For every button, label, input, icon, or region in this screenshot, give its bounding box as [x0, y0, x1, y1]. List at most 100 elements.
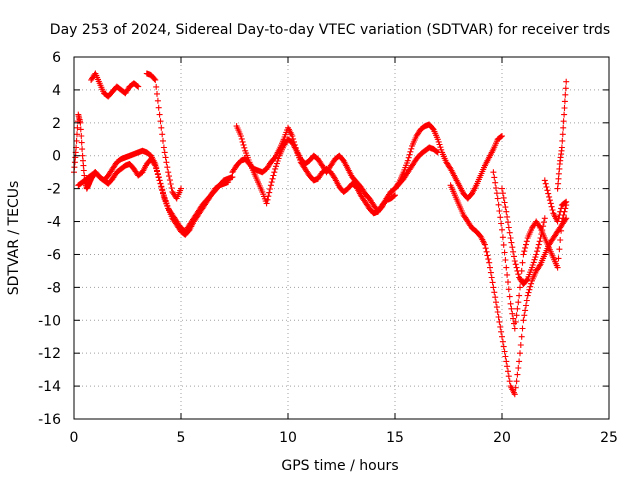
data-point [248, 161, 251, 163]
data-point [330, 165, 332, 167]
data-point [283, 138, 285, 140]
data-point [129, 155, 131, 157]
data-point [552, 257, 554, 259]
data-point [467, 220, 469, 223]
data-point [458, 184, 460, 186]
series-track-12 [554, 78, 570, 192]
data-point [544, 237, 546, 239]
data-point [557, 220, 559, 223]
data-point [351, 183, 353, 185]
data-point [167, 171, 169, 173]
series-track-6 [233, 123, 441, 215]
data-point [330, 171, 332, 173]
data-point [552, 212, 554, 214]
data-point [90, 79, 92, 81]
data-point [159, 179, 161, 182]
data-point [480, 174, 482, 177]
series-track-2 [75, 156, 232, 238]
data-point [390, 191, 392, 193]
data-point [561, 220, 563, 223]
x-tick-label: 20 [493, 430, 511, 446]
data-point [557, 230, 559, 233]
series-markers [554, 78, 570, 192]
data-point [360, 194, 362, 196]
data-point [103, 92, 105, 94]
data-point [154, 165, 156, 167]
data-point [402, 171, 405, 173]
data-point [338, 186, 340, 188]
data-point [563, 113, 565, 116]
data-point [462, 192, 465, 195]
data-point [492, 286, 495, 288]
data-point [428, 146, 430, 149]
data-point [505, 360, 507, 363]
data-point [287, 127, 289, 129]
data-point [75, 146, 77, 149]
data-point [257, 169, 259, 172]
data-point [120, 168, 122, 170]
data-point [531, 267, 533, 269]
data-point [432, 148, 435, 150]
data-point [231, 176, 233, 178]
data-point [300, 158, 302, 160]
y-tick-label: -6 [47, 247, 61, 263]
data-point [295, 150, 298, 152]
data-point [159, 113, 161, 116]
data-point [527, 237, 529, 239]
data-point [437, 138, 439, 140]
data-point [308, 160, 310, 162]
data-point [424, 150, 426, 152]
data-point [467, 197, 469, 200]
data-point [343, 160, 345, 162]
data-point [184, 234, 186, 236]
data-point [261, 191, 263, 193]
data-point [261, 171, 263, 173]
data-point [360, 186, 362, 188]
data-point [565, 217, 567, 219]
data-point [544, 179, 546, 182]
data-point [266, 168, 268, 170]
data-point [364, 201, 366, 203]
data-point [347, 168, 349, 170]
data-point [539, 227, 542, 229]
data-point [565, 201, 567, 203]
y-tick-label: 6 [52, 50, 61, 66]
data-point [146, 163, 148, 165]
plot-frame [73, 56, 610, 420]
data-point [484, 165, 486, 167]
data-point [116, 161, 118, 163]
data-point [137, 86, 139, 88]
data-point [223, 183, 225, 185]
data-point [321, 165, 323, 167]
data-point [291, 141, 293, 144]
data-point [116, 86, 118, 88]
data-point [171, 191, 174, 193]
data-point [368, 197, 370, 200]
data-point [81, 181, 84, 183]
data-point [505, 211, 507, 213]
y-tick-label: -8 [47, 280, 61, 296]
data-point [441, 151, 443, 154]
data-point [317, 178, 319, 180]
data-point [394, 188, 396, 190]
data-point [428, 123, 430, 126]
data-point [274, 168, 276, 170]
data-point [86, 188, 88, 190]
data-point [450, 184, 452, 186]
data-point [88, 183, 90, 185]
data-point [304, 168, 306, 170]
data-point [355, 181, 358, 183]
data-point [107, 174, 109, 177]
data-point [236, 125, 238, 127]
data-point [287, 138, 289, 140]
data-point [77, 113, 79, 116]
data-point [492, 148, 495, 150]
data-point [291, 135, 293, 137]
data-point [313, 155, 315, 157]
data-point [514, 327, 516, 330]
data-point [373, 204, 375, 206]
data-point [107, 95, 109, 98]
data-point [407, 171, 409, 173]
data-point [544, 217, 546, 219]
data-point [94, 72, 96, 75]
